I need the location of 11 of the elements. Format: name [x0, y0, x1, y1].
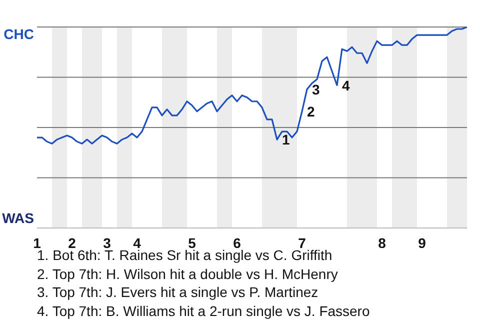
annotation: 3	[312, 81, 320, 98]
text: CHC	[4, 26, 34, 42]
text: WAS	[2, 210, 34, 226]
annotation: 4	[342, 77, 350, 94]
text: 3. Top 7th: J. Evers hit a single vs P. Martinez	[37, 283, 320, 302]
annotation: 1	[282, 132, 290, 148]
x-tick-label: 8	[378, 235, 386, 251]
text: 4. Top 7th: B. Williams hit a 2-run single vs J. Fassero	[37, 302, 370, 320]
x-tick-label: 9	[418, 235, 426, 251]
annotation: 2	[307, 103, 315, 120]
text: 2. Top 7th: H. Wilson hit a double vs H. McHenry	[37, 264, 339, 283]
